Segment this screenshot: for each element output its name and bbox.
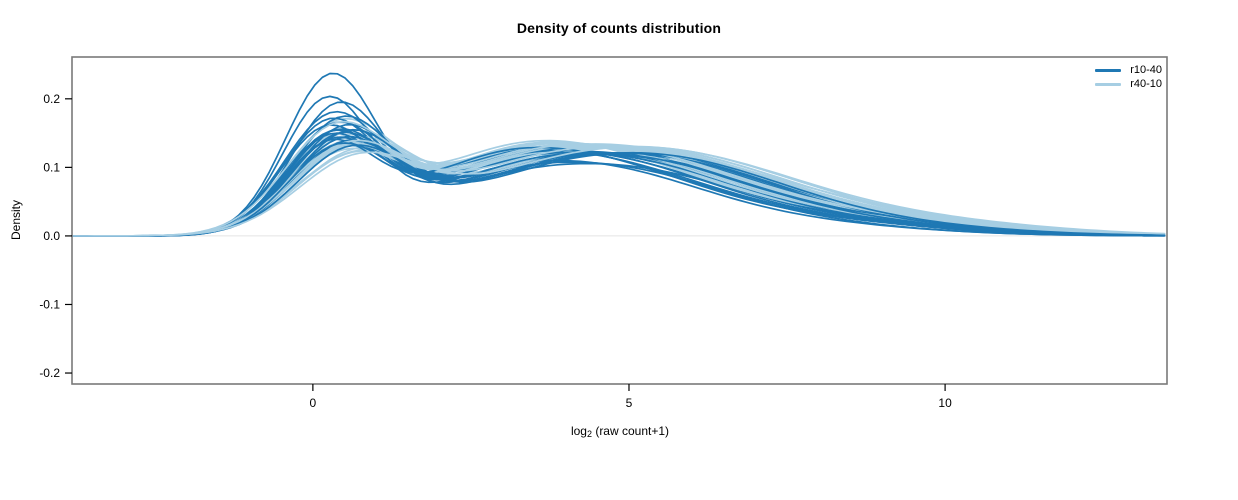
y-axis-label: Density (9, 199, 23, 241)
chart-title: Density of counts distribution (516, 20, 722, 36)
x-axis-label-subscript: 2 (586, 429, 592, 439)
density-curve (71, 95, 1166, 237)
legend-line-swatch (1095, 83, 1122, 86)
legend-item: r40-10 (1095, 78, 1162, 91)
legend: r10-40 r40-10 (1095, 64, 1162, 91)
x-axis-label: log2 (raw count+1) (0, 424, 1238, 439)
y-tick-label: -0.1 (39, 297, 60, 311)
density-curve (71, 110, 1166, 237)
legend-item: r10-40 (1095, 64, 1162, 77)
x-tick-label: 5 (626, 396, 633, 410)
x-axis-label-base: log (570, 424, 587, 438)
density-curve (71, 145, 1166, 237)
x-axis-label-rest: (raw count+1) (591, 424, 670, 438)
x-tick-label: 10 (938, 396, 952, 410)
plot-border (71, 56, 1168, 385)
density-curve (71, 101, 1166, 237)
y-tick-label: -0.2 (39, 366, 60, 380)
legend-label: r40-10 (1130, 78, 1162, 90)
legend-line-swatch (1095, 69, 1122, 72)
y-tick-label: 0.1 (43, 160, 60, 174)
y-tick-label: 0.2 (43, 92, 60, 106)
y-tick-label: 0.0 (43, 229, 60, 243)
legend-label: r10-40 (1130, 64, 1162, 76)
density-curve (71, 138, 1166, 237)
density-curve (71, 120, 1166, 237)
x-tick-label: 0 (310, 396, 317, 410)
